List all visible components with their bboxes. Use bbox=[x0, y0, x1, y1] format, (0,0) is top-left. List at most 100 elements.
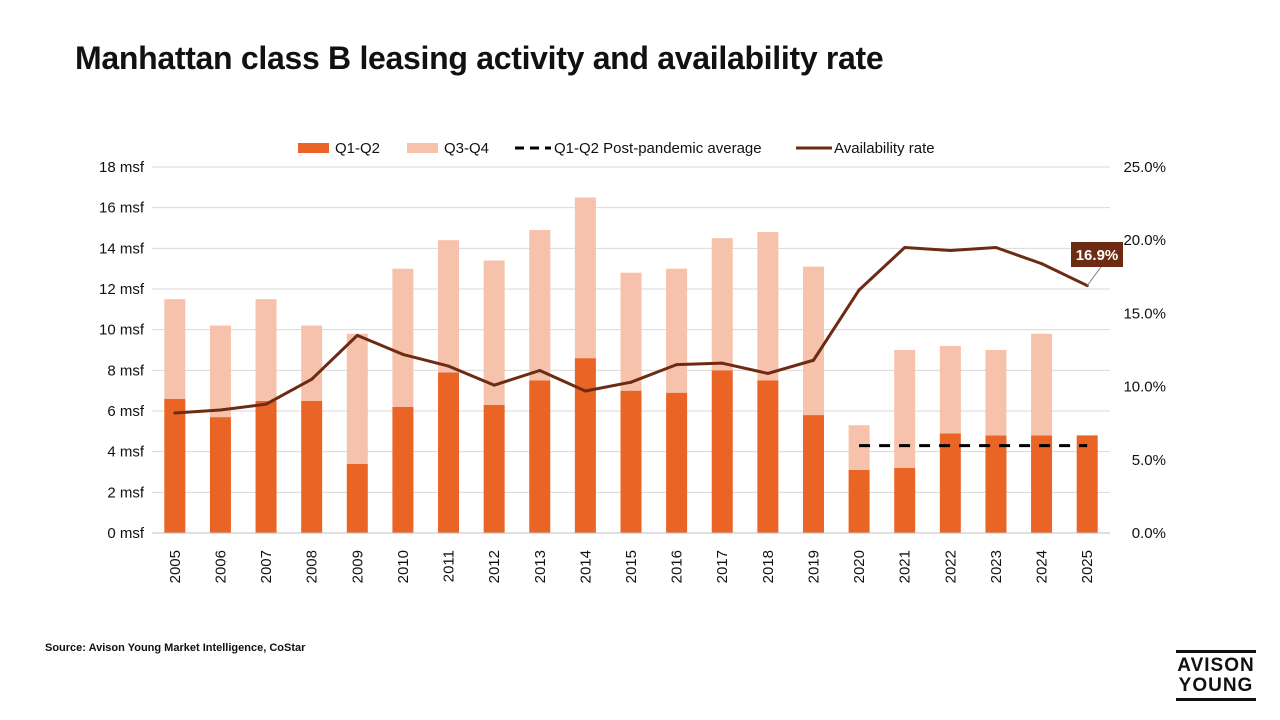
callout-leader bbox=[1086, 266, 1102, 286]
bar-q1-q2 bbox=[1076, 435, 1098, 533]
availability-rate-point bbox=[264, 402, 268, 406]
x-tick-label: 2018 bbox=[760, 550, 777, 583]
x-tick-label: 2014 bbox=[577, 550, 594, 583]
bar-q3-q4 bbox=[392, 268, 414, 407]
x-tick-label: 2022 bbox=[942, 550, 959, 583]
callout-box bbox=[1071, 242, 1123, 267]
bar-q1-q2 bbox=[164, 398, 186, 533]
series-lines bbox=[173, 246, 1089, 448]
availability-rate-point bbox=[401, 352, 405, 356]
bar-q3-q4 bbox=[1031, 333, 1053, 436]
avison-young-logo: AVISON YOUNG bbox=[1176, 650, 1256, 701]
bar-q3-q4 bbox=[438, 240, 460, 373]
bar-q3-q4 bbox=[574, 197, 596, 359]
bar-q3-q4 bbox=[802, 266, 824, 416]
bar-q1-q2 bbox=[209, 417, 231, 533]
bar-q3-q4 bbox=[894, 350, 916, 468]
y-right-tick-label: 0.0% bbox=[1132, 525, 1166, 542]
logo-line-1: AVISON bbox=[1177, 655, 1255, 676]
x-tick-label: 2025 bbox=[1079, 550, 1096, 583]
availability-rate-point bbox=[1040, 262, 1044, 266]
bar-q1-q2 bbox=[848, 469, 870, 533]
availability-rate-point bbox=[310, 377, 314, 381]
y-left-tick-label: 10 msf bbox=[99, 322, 145, 339]
availability-rate-point bbox=[720, 361, 724, 365]
y-right-tick-label: 15.0% bbox=[1123, 305, 1166, 322]
x-tick-label: 2017 bbox=[714, 550, 731, 583]
availability-rate-point bbox=[857, 288, 861, 292]
bar-q3-q4 bbox=[346, 333, 368, 464]
bar-q3-q4 bbox=[164, 299, 186, 399]
bar-q1-q2 bbox=[620, 390, 642, 533]
x-tick-label: 2007 bbox=[258, 550, 275, 583]
bar-q3-q4 bbox=[848, 425, 870, 470]
bar-q3-q4 bbox=[301, 325, 323, 401]
y-left-tick-label: 0 msf bbox=[107, 525, 145, 542]
availability-rate-point bbox=[811, 358, 815, 362]
bar-q1-q2 bbox=[301, 400, 323, 533]
bar-q3-q4 bbox=[939, 345, 961, 434]
bar-q3-q4 bbox=[711, 238, 733, 371]
bar-q1-q2 bbox=[1031, 435, 1053, 533]
availability-rate-point bbox=[994, 246, 998, 250]
bar-q1-q2 bbox=[529, 380, 551, 533]
bar-q1-q2 bbox=[939, 433, 961, 533]
bar-q3-q4 bbox=[209, 325, 231, 418]
x-tick-label: 2008 bbox=[304, 550, 321, 583]
bar-q3-q4 bbox=[529, 230, 551, 381]
availability-rate-point bbox=[538, 368, 542, 372]
bar-q1-q2 bbox=[802, 415, 824, 533]
x-tick-label: 2024 bbox=[1034, 550, 1051, 583]
x-tick-label: 2015 bbox=[623, 550, 640, 583]
legend-label-q3-q4: Q3-Q4 bbox=[444, 140, 489, 157]
y-left-tick-label: 18 msf bbox=[99, 159, 145, 176]
logo-line-2: YOUNG bbox=[1178, 675, 1254, 696]
legend-swatch-q1-q2 bbox=[298, 143, 329, 153]
bar-q1-q2 bbox=[346, 463, 368, 533]
x-tick-label: 2020 bbox=[851, 550, 868, 583]
x-tick-label: 2012 bbox=[486, 550, 503, 583]
bars bbox=[164, 197, 1098, 533]
y-right-tick-label: 25.0% bbox=[1123, 159, 1166, 176]
bar-q3-q4 bbox=[620, 272, 642, 391]
y-right-tick-label: 20.0% bbox=[1123, 232, 1166, 249]
legend-swatch-q3-q4 bbox=[407, 143, 438, 153]
availability-rate-point bbox=[948, 248, 952, 252]
y-left-tick-label: 14 msf bbox=[99, 240, 145, 257]
callout-label: 16.9% bbox=[1076, 247, 1119, 264]
availability-rate-point bbox=[492, 383, 496, 387]
bar-q3-q4 bbox=[985, 350, 1007, 436]
availability-rate-point bbox=[903, 246, 907, 250]
y-left-tick-label: 4 msf bbox=[107, 444, 145, 461]
legend-label-q1-q2: Q1-Q2 bbox=[335, 140, 380, 157]
legend-label-average: Q1-Q2 Post-pandemic average bbox=[554, 140, 762, 157]
bar-q3-q4 bbox=[666, 268, 688, 393]
availability-rate-point bbox=[218, 408, 222, 412]
bar-q1-q2 bbox=[757, 380, 779, 533]
page-title: Manhattan class B leasing activity and a… bbox=[75, 40, 884, 76]
bar-q1-q2 bbox=[574, 358, 596, 533]
x-tick-label: 2023 bbox=[988, 550, 1005, 583]
availability-rate-point bbox=[447, 364, 451, 368]
legend-label-availability: Availability rate bbox=[834, 140, 935, 157]
x-tick-label: 2011 bbox=[441, 550, 458, 582]
availability-rate-point bbox=[766, 371, 770, 375]
axes: 0 msf 2 msf 4 msf 6 msf 8 msf 10 msf 12 msf 14 … bbox=[99, 159, 1166, 583]
availability-rate-point bbox=[629, 380, 633, 384]
bar-q1-q2 bbox=[483, 404, 505, 533]
x-tick-label: 2021 bbox=[897, 550, 914, 583]
bar-q3-q4 bbox=[255, 299, 277, 401]
availability-rate-point bbox=[583, 389, 587, 393]
bar-q1-q2 bbox=[666, 392, 688, 533]
legend: Q1-Q2 Q3-Q4 Q1-Q2 Post-pandemic average Ava… bbox=[298, 140, 935, 157]
y-right-tick-label: 10.0% bbox=[1123, 379, 1166, 396]
x-tick-label: 2019 bbox=[805, 550, 822, 583]
availability-rate-point bbox=[675, 363, 679, 367]
y-left-tick-label: 6 msf bbox=[107, 403, 145, 420]
x-tick-label: 2006 bbox=[212, 550, 229, 583]
annotation: 16.9% bbox=[1071, 242, 1123, 286]
availability-rate-point bbox=[355, 333, 359, 337]
y-right-tick-label: 5.0% bbox=[1132, 452, 1166, 469]
bar-q1-q2 bbox=[711, 370, 733, 533]
